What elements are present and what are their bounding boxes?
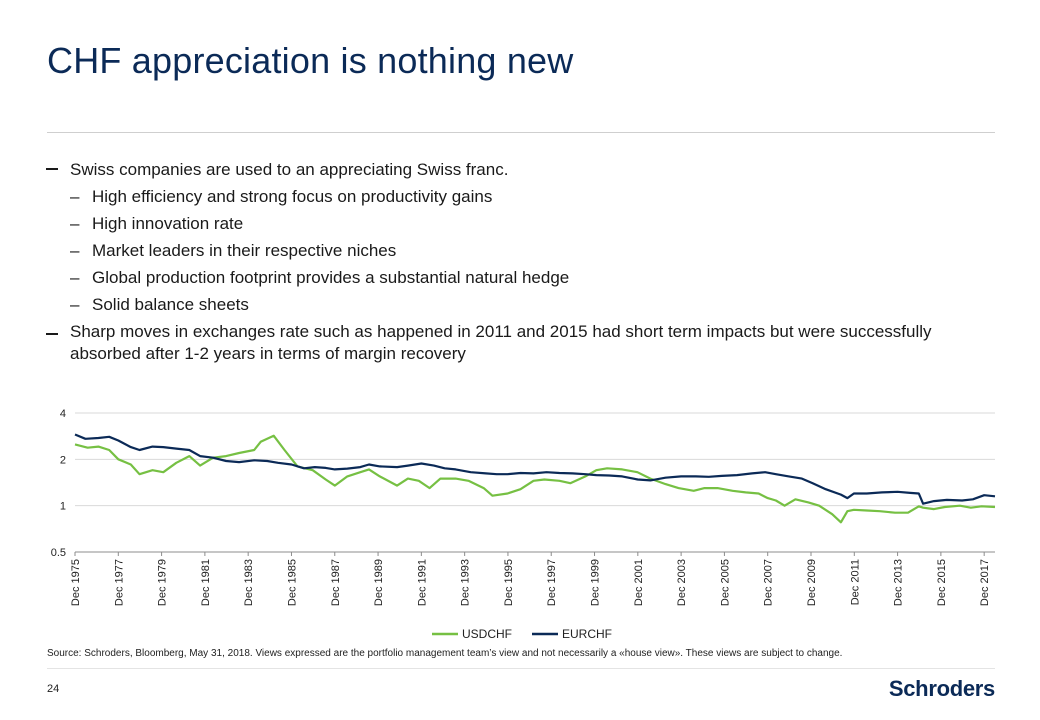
dash-marker: –	[70, 241, 80, 260]
x-tick-label: Dec 2005	[719, 559, 731, 606]
sub-bullet: – Solid balance sheets	[46, 291, 996, 318]
bullet-text: Swiss companies are used to an appreciat…	[70, 160, 509, 179]
legend-label-usdchf: USDCHF	[462, 627, 512, 641]
bullet-list: Swiss companies are used to an appreciat…	[46, 156, 996, 365]
sub-bullet: – Global production footprint provides a …	[46, 264, 996, 291]
footer-divider	[47, 668, 995, 669]
page-title: CHF appreciation is nothing new	[47, 40, 574, 81]
x-tick-label: Dec 2015	[936, 559, 948, 606]
x-tick-label: Dec 1991	[416, 559, 428, 606]
sub-bullet-text: Global production footprint provides a s…	[92, 268, 570, 287]
x-tick-label: Dec 2009	[806, 559, 818, 606]
sub-bullet-text: High efficiency and strong focus on prod…	[92, 187, 493, 206]
bullet-text: Sharp moves in exchanges rate such as ha…	[70, 322, 932, 363]
dash-marker: –	[70, 268, 80, 287]
series-line-usdchf	[74, 434, 996, 524]
series-line-eurchf	[74, 433, 996, 505]
x-tick-label: Dec 1987	[330, 559, 342, 606]
y-tick-label: 4	[60, 408, 66, 420]
bullet-main: Sharp moves in exchanges rate such as ha…	[46, 321, 996, 365]
title-divider	[47, 132, 995, 133]
bullet-main: Swiss companies are used to an appreciat…	[46, 156, 996, 183]
y-tick-label: 2	[60, 454, 66, 466]
x-tick-label: Dec 1985	[286, 559, 298, 606]
sub-bullet-text: Solid balance sheets	[92, 295, 249, 314]
y-tick-label: 1	[60, 501, 66, 513]
x-tick-label: Dec 2003	[676, 559, 688, 606]
x-tick-label: Dec 1975	[70, 559, 82, 606]
x-tick-label: Dec 1981	[200, 559, 212, 606]
schroders-logo: Schroders	[888, 676, 995, 701]
x-tick-label: Dec 1997	[546, 559, 558, 606]
dash-marker: –	[70, 187, 80, 206]
exchange-rate-chart: 0.5 1 2 4 Dec 1975 Dec 1977 Dec 1979 Dec 1981 De…	[51, 408, 996, 641]
sub-bullet-text: Market leaders in their respective niche…	[92, 241, 397, 260]
sub-bullet: – High innovation rate	[46, 210, 996, 237]
source-note: Source: Schroders, Bloomberg, May 31, 20…	[47, 648, 843, 659]
x-tick-label: Dec 2013	[893, 559, 905, 606]
y-tick-label: 0.5	[51, 547, 66, 559]
x-tick-label: Dec 2017	[979, 559, 991, 606]
dash-marker: –	[70, 295, 80, 314]
x-tick-label: Dec 1995	[503, 559, 515, 606]
x-tick-label: Dec 1979	[157, 559, 169, 606]
dash-marker: –	[70, 214, 80, 233]
x-tick-label: Dec 2011	[849, 559, 861, 605]
sub-bullet: – High efficiency and strong focus on pro…	[46, 183, 996, 210]
x-tick-label: Dec 1993	[460, 559, 472, 606]
x-tick-label: Dec 1999	[590, 559, 602, 606]
legend-label-eurchf: EURCHF	[562, 627, 612, 641]
page-number: 24	[47, 683, 60, 695]
sub-bullet: – Market leaders in their respective nich…	[46, 237, 996, 264]
x-tick-label: Dec 2007	[763, 559, 775, 606]
x-tick-label: Dec 1983	[243, 559, 255, 606]
sub-bullet-text: High innovation rate	[92, 214, 244, 233]
x-tick-label: Dec 1977	[113, 559, 125, 606]
x-tick-label: Dec 2001	[633, 559, 645, 606]
x-tick-label: Dec 1989	[373, 559, 385, 606]
